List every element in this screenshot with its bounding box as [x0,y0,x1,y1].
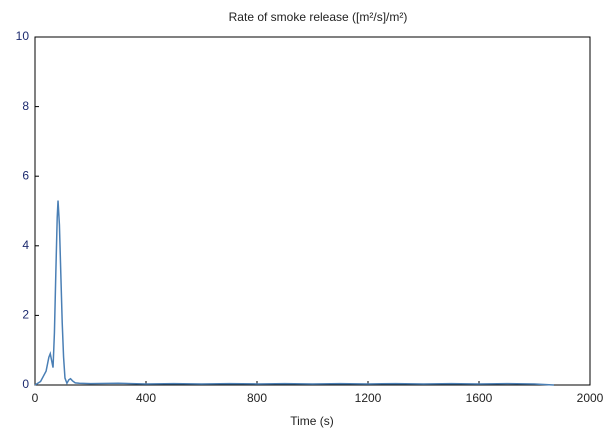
x-tick-label: 1200 [355,391,382,405]
y-tick-label: 6 [22,168,29,182]
y-tick-label: 8 [22,99,29,113]
x-tick-label: 800 [247,391,267,405]
x-tick-label: 0 [32,391,39,405]
y-tick-label: 10 [16,29,30,43]
y-tick-label: 4 [22,238,29,252]
data-line [34,200,554,386]
x-tick-label: 2000 [577,391,604,405]
x-tick-label: 400 [136,391,156,405]
chart-title: Rate of smoke release ([m²/s]/m²) [229,10,408,24]
y-tick-label: 0 [22,377,29,391]
x-tick-label: 1600 [466,391,493,405]
x-axis-label: Time (s) [290,414,334,428]
plot-frame [34,36,591,386]
y-tick-label: 2 [22,308,29,322]
